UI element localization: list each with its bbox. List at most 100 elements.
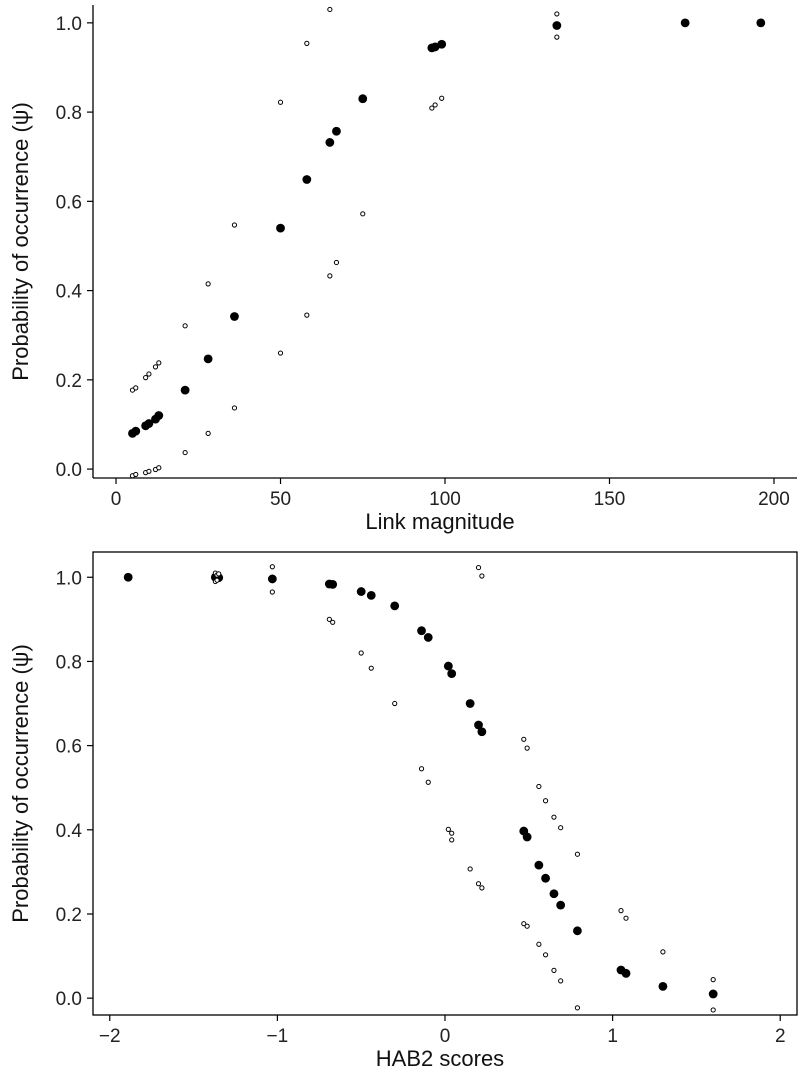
x-axis-title: HAB2 scores [376,1046,504,1071]
interval-point [551,814,557,820]
data-point [430,42,440,52]
x-tick-label: 200 [758,489,790,510]
data-point [465,699,475,708]
data-point [556,900,566,910]
y-tick-label: 0.2 [56,371,82,392]
interval-point [182,449,188,456]
data-point [390,601,400,611]
interval-point [574,851,581,857]
interval-point [574,1005,581,1011]
interval-point [618,908,624,914]
interval-point [358,650,364,656]
interval-point [432,102,438,108]
interval-point [475,881,482,887]
interval-point [449,830,455,836]
x-axis-title: Link magnitude [365,509,514,534]
interval-point [521,736,527,742]
interval-point [216,571,222,577]
interval-point [146,468,152,474]
x-tick-label: 1 [607,1026,618,1047]
interval-point [524,745,530,751]
interval-point [277,99,284,105]
interval-point [536,941,542,947]
interval-point [429,105,435,111]
panel-link-magnitude: 0 50 100 150 200 0.0 0.2 0.4 0.6 0.8 1.0 Link magni… [8,5,797,534]
data-point [522,832,532,842]
interval-point [449,837,455,843]
interval-point [542,798,549,804]
data-point [756,18,766,28]
data-point [658,981,668,991]
interval-point [269,589,275,595]
interval-point [551,967,557,973]
interval-point [439,95,445,101]
x-tick-label: −1 [267,1026,289,1047]
interval-point [133,385,139,391]
interval-point [475,564,482,571]
interval-point [360,211,366,217]
interval-point [205,430,211,436]
y-tick-label: 0.4 [56,821,83,842]
interval-point [542,952,549,958]
interval-point [368,665,374,671]
interval-point [327,6,333,13]
interval-point [660,949,666,955]
y-tick-label: 0.0 [56,989,82,1010]
interval-point [277,350,284,356]
interval-point [304,312,310,318]
interval-point [182,323,188,329]
x-tick-label: 0 [440,1026,451,1047]
data-point [276,223,285,233]
x-tick-label: 150 [594,489,626,510]
x-tick-label: −2 [99,1026,121,1047]
data-point [423,633,433,642]
interval-point [425,779,431,785]
data-point [325,138,335,147]
interval-point [326,616,332,622]
data-point [267,574,277,584]
interval-point [710,1007,716,1013]
interval-point [392,700,398,707]
data-point [549,889,559,899]
interval-point [205,281,211,287]
data-point [573,926,582,936]
data-point [358,94,368,104]
y-tick-label: 0.8 [56,652,82,673]
data-point [131,426,141,436]
interval-point [558,825,564,831]
y-tick-label: 1.0 [56,568,82,589]
y-tick-label: 0.2 [56,905,82,926]
y-tick-label: 0.8 [56,103,82,124]
y-tick-label: 0.6 [56,192,82,213]
interval-point [479,573,485,579]
interval-point [327,273,333,279]
data-point [708,989,718,999]
interval-point [269,564,275,570]
interval-point [156,465,162,471]
interval-point [133,471,139,478]
interval-point [214,577,220,583]
y-tick-label: 0.6 [56,737,82,758]
data-point [474,720,483,730]
interval-point [710,977,716,983]
interval-point [524,923,530,929]
data-point [123,572,133,582]
data-point [366,590,376,600]
x-tick-label: 100 [429,489,461,510]
interval-point [418,766,425,772]
data-point [203,354,213,364]
interval-point [558,978,564,984]
interval-point [536,783,542,790]
data-point [680,18,690,28]
data-point [154,411,164,420]
data-point [356,587,366,596]
interval-point [479,885,485,891]
data-point [180,385,190,395]
y-tick-label: 1.0 [56,14,82,35]
y-axis-title: Probability of occurrence (ψ) [8,102,33,381]
interval-point [554,34,560,40]
plot-frame [92,551,798,1016]
x-tick-label: 50 [270,489,291,510]
data-point [443,661,453,671]
interval-point [521,921,527,927]
